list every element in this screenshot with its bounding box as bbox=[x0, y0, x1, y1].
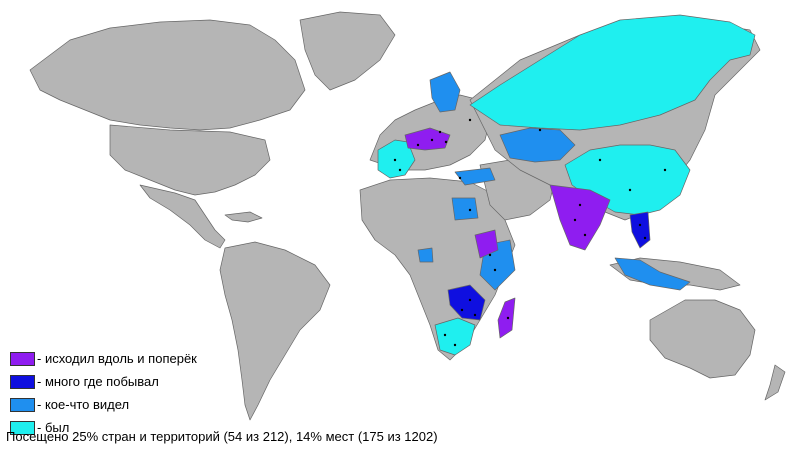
country-egypt bbox=[451, 197, 479, 221]
place-marker bbox=[460, 308, 464, 312]
place-marker bbox=[663, 168, 667, 172]
country-madagascar bbox=[497, 297, 516, 339]
country-tanzania-mozambique bbox=[447, 284, 486, 321]
place-marker bbox=[628, 188, 632, 192]
place-marker bbox=[506, 316, 510, 320]
legend-item: - много где побывал bbox=[10, 370, 197, 393]
legend-item: - был bbox=[10, 416, 197, 439]
country-germany-central-europe bbox=[404, 127, 451, 151]
country-russia bbox=[469, 14, 756, 131]
region-australia bbox=[649, 299, 756, 379]
place-marker bbox=[398, 168, 402, 172]
country-india bbox=[549, 184, 611, 251]
place-marker bbox=[578, 203, 582, 207]
legend-item: - кое-что видел bbox=[10, 393, 197, 416]
legend-swatch bbox=[10, 351, 35, 366]
place-marker bbox=[416, 143, 420, 147]
country-ethiopia bbox=[474, 229, 499, 259]
place-marker bbox=[468, 208, 472, 212]
country-western-europe bbox=[377, 139, 416, 179]
legend-label: - исходил вдоль и поперёк bbox=[37, 351, 197, 366]
place-marker bbox=[468, 118, 472, 122]
region-greenland bbox=[299, 11, 396, 91]
legend-label: - был bbox=[37, 420, 70, 435]
place-marker bbox=[430, 138, 434, 142]
country-malaysia-indonesia bbox=[614, 257, 691, 291]
visited-stats-caption: Посещено 25% стран и территорий (54 из 2… bbox=[6, 429, 438, 444]
legend-swatch bbox=[10, 420, 35, 435]
place-marker bbox=[458, 176, 462, 180]
place-marker bbox=[444, 140, 448, 144]
place-marker bbox=[643, 236, 647, 240]
visited-places-markers bbox=[393, 118, 667, 347]
region-south-america bbox=[219, 241, 331, 421]
place-marker bbox=[393, 158, 397, 162]
map-legend: - исходил вдоль и поперёк - много где по… bbox=[10, 347, 197, 439]
country-kazakhstan bbox=[499, 127, 576, 163]
place-marker bbox=[473, 313, 477, 317]
place-marker bbox=[638, 223, 642, 227]
legend-label: - много где побывал bbox=[37, 374, 159, 389]
place-marker bbox=[538, 128, 542, 132]
place-marker bbox=[493, 268, 497, 272]
country-turkey bbox=[454, 167, 496, 186]
region-usa bbox=[109, 124, 271, 196]
place-marker bbox=[453, 343, 457, 347]
country-scandinavia bbox=[429, 71, 461, 113]
place-marker bbox=[488, 253, 492, 257]
legend-label: - кое-что видел bbox=[37, 397, 130, 412]
place-marker bbox=[573, 218, 577, 222]
region-canada bbox=[29, 19, 306, 131]
country-ivory-coast bbox=[417, 247, 434, 263]
region-caribbean bbox=[224, 211, 263, 223]
country-south-africa bbox=[434, 317, 476, 356]
legend-swatch bbox=[10, 397, 35, 412]
place-marker bbox=[468, 298, 472, 302]
place-marker bbox=[443, 333, 447, 337]
region-new-zealand bbox=[764, 364, 786, 401]
legend-swatch bbox=[10, 374, 35, 389]
place-marker bbox=[438, 130, 442, 134]
region-mexico-central-america bbox=[139, 184, 226, 249]
place-marker bbox=[583, 233, 587, 237]
place-marker bbox=[598, 158, 602, 162]
legend-item: - исходил вдоль и поперёк bbox=[10, 347, 197, 370]
